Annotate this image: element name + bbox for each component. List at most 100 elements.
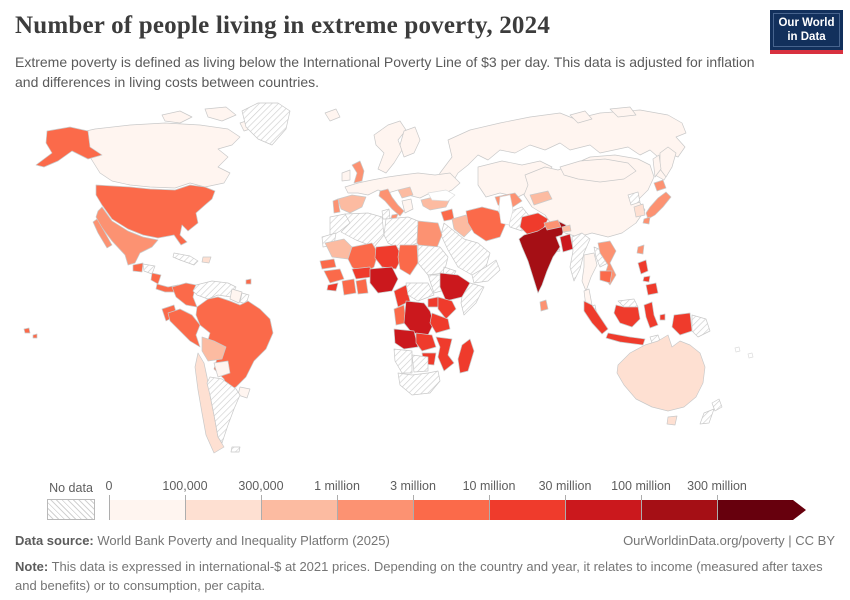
country-philippines-visayas[interactable] bbox=[642, 275, 651, 283]
country-papua-new-guinea[interactable] bbox=[691, 314, 711, 338]
country-finland[interactable] bbox=[399, 126, 421, 158]
no-data-swatch[interactable] bbox=[47, 499, 95, 520]
country-mexico-baja[interactable] bbox=[92, 218, 113, 249]
country-angola[interactable] bbox=[393, 328, 419, 350]
country-bolivia[interactable] bbox=[201, 336, 227, 362]
country-uruguay[interactable] bbox=[237, 386, 251, 399]
country-indonesia-sulawesi[interactable] bbox=[643, 301, 659, 329]
country-russia-arctic-island2[interactable] bbox=[609, 106, 637, 118]
country-honduras[interactable] bbox=[142, 263, 156, 275]
country-dr-congo[interactable] bbox=[403, 300, 435, 336]
country-nepal[interactable] bbox=[543, 219, 562, 231]
country-usa[interactable] bbox=[95, 184, 216, 246]
legend-bin-6[interactable]: 30 million bbox=[539, 479, 641, 520]
country-philippines-luzon[interactable] bbox=[637, 259, 649, 275]
country-mozambique[interactable] bbox=[435, 336, 455, 372]
country-hispaniola[interactable] bbox=[201, 256, 212, 264]
country-argentina[interactable] bbox=[206, 376, 241, 444]
country-iceland[interactable] bbox=[324, 108, 341, 122]
country-australia[interactable] bbox=[616, 334, 706, 412]
country-chile[interactable] bbox=[194, 352, 225, 454]
country-bangladesh[interactable] bbox=[559, 233, 574, 253]
country-italy[interactable] bbox=[378, 188, 405, 217]
country-new-zealand-south[interactable] bbox=[699, 408, 715, 425]
country-guatemala[interactable] bbox=[132, 262, 144, 273]
country-kenya[interactable] bbox=[437, 296, 457, 320]
country-tanzania[interactable] bbox=[429, 312, 451, 334]
country-japan-honshu[interactable] bbox=[645, 191, 672, 220]
country-ireland[interactable] bbox=[341, 169, 351, 182]
country-somalia[interactable] bbox=[460, 282, 485, 316]
country-russia-arctic-island[interactable] bbox=[569, 110, 593, 124]
country-iran[interactable] bbox=[465, 206, 507, 242]
legend-bin-0[interactable]: 0 bbox=[106, 479, 185, 520]
legend-bin-5[interactable]: 10 million bbox=[463, 479, 565, 520]
country-australia-tasmania[interactable] bbox=[666, 415, 678, 426]
country-senegal[interactable] bbox=[319, 258, 337, 270]
legend-bin-8[interactable]: 300 million bbox=[687, 479, 793, 520]
country-trinidad[interactable] bbox=[245, 278, 252, 285]
country-tunisia[interactable] bbox=[381, 208, 391, 220]
country-canada[interactable] bbox=[67, 122, 241, 189]
country-spain[interactable] bbox=[337, 194, 367, 214]
country-canada-island1[interactable] bbox=[161, 110, 193, 124]
country-mauritania[interactable] bbox=[324, 238, 353, 260]
country-ghana[interactable] bbox=[355, 278, 369, 295]
country-venezuela[interactable] bbox=[192, 280, 237, 300]
country-portugal[interactable] bbox=[332, 198, 341, 214]
country-indonesia-kalimantan[interactable] bbox=[613, 304, 641, 328]
country-balkans[interactable] bbox=[397, 186, 414, 199]
credit-link[interactable]: OurWorldinData.org/poverty | CC BY bbox=[623, 533, 835, 548]
country-japan-kyushu[interactable] bbox=[642, 216, 651, 225]
country-philippines-mindanao[interactable] bbox=[645, 282, 659, 296]
owid-logo[interactable]: Our World in Data bbox=[770, 10, 843, 54]
country-russia-sakhalin[interactable] bbox=[652, 154, 662, 178]
country-malaysia-borneo[interactable] bbox=[617, 298, 639, 308]
country-thailand[interactable] bbox=[581, 252, 598, 292]
country-russia-kamchatka[interactable] bbox=[659, 146, 677, 178]
country-canada-island2[interactable] bbox=[204, 106, 237, 122]
country-guinea[interactable] bbox=[323, 268, 345, 284]
country-nigeria[interactable] bbox=[369, 266, 399, 294]
country-mongolia[interactable] bbox=[559, 158, 637, 183]
legend-bin-7[interactable]: 100 million bbox=[611, 479, 717, 520]
country-guyana[interactable] bbox=[229, 288, 243, 304]
country-uk[interactable] bbox=[351, 160, 365, 184]
country-zambia[interactable] bbox=[415, 332, 437, 352]
country-sierra-leone[interactable] bbox=[326, 282, 339, 292]
country-yemen-oman[interactable] bbox=[471, 259, 501, 284]
country-paraguay[interactable] bbox=[213, 360, 231, 378]
country-bhutan[interactable] bbox=[561, 224, 572, 233]
country-burkina-faso[interactable] bbox=[351, 266, 373, 280]
country-usa-alaska[interactable] bbox=[35, 126, 103, 168]
country-cambodia[interactable] bbox=[599, 270, 613, 284]
country-indonesia-java[interactable] bbox=[605, 332, 646, 346]
country-nicaragua[interactable] bbox=[150, 272, 162, 285]
country-kyrgyzstan-tajikistan[interactable] bbox=[529, 190, 553, 206]
legend-bin-3[interactable]: 1 million bbox=[314, 479, 413, 520]
country-myanmar[interactable] bbox=[569, 232, 591, 282]
country-south-korea[interactable] bbox=[633, 203, 646, 218]
country-indonesia-sumatra[interactable] bbox=[583, 300, 609, 335]
country-greenland[interactable] bbox=[241, 102, 291, 146]
country-uganda[interactable] bbox=[427, 296, 439, 308]
country-sri-lanka[interactable] bbox=[539, 299, 549, 312]
country-new-zealand-north[interactable] bbox=[711, 398, 723, 412]
country-botswana[interactable] bbox=[411, 354, 429, 373]
legend-no-data[interactable]: No data bbox=[47, 481, 95, 520]
country-indonesia-moluccas[interactable] bbox=[659, 313, 666, 321]
country-north-korea[interactable] bbox=[627, 191, 641, 206]
country-south-africa[interactable] bbox=[397, 370, 441, 396]
country-usa-hawaii[interactable] bbox=[23, 327, 31, 334]
country-namibia[interactable] bbox=[393, 348, 413, 374]
country-japan-hokkaido[interactable] bbox=[653, 179, 667, 192]
country-taiwan[interactable] bbox=[636, 244, 645, 255]
country-norway-sweden[interactable] bbox=[373, 120, 407, 174]
country-car[interactable] bbox=[405, 282, 435, 302]
country-indonesia-papua[interactable] bbox=[671, 312, 693, 336]
country-cote-divoire[interactable] bbox=[341, 278, 357, 296]
country-niger[interactable] bbox=[374, 244, 403, 270]
country-colombia[interactable] bbox=[171, 282, 198, 308]
country-chad[interactable] bbox=[397, 244, 419, 276]
legend-bin-2[interactable]: 300,000 bbox=[238, 479, 337, 520]
